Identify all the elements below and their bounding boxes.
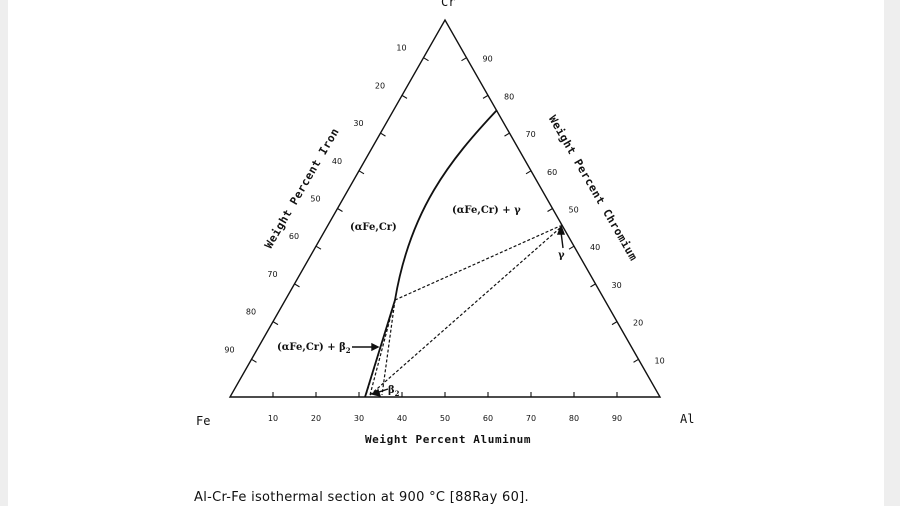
- tie-lines: [365, 225, 561, 396]
- chromium-tick-mark: [504, 132, 510, 137]
- chromium-tick-label: 20: [633, 319, 643, 328]
- chromium-tick-mark: [482, 94, 489, 99]
- iron-tick-label: 90: [224, 345, 234, 354]
- aluminum-tick-label: 80: [569, 414, 579, 423]
- iron-tick-mark: [294, 283, 300, 288]
- axis-title-aluminum: Weight Percent Aluminum: [365, 433, 531, 446]
- phase-label-beta2-main: β: [388, 385, 395, 396]
- aluminum-tick-label: 70: [526, 414, 536, 423]
- iron-tick-label: 20: [375, 81, 385, 90]
- corner-label-al: Al: [680, 412, 694, 426]
- chromium-tick-mark: [547, 208, 553, 212]
- iron-tick-mark: [251, 358, 257, 363]
- iron-tick-mark: [337, 208, 343, 212]
- chromium-tick-label: 70: [526, 130, 536, 139]
- chromium-tick-label: 50: [569, 206, 579, 215]
- tie-line-left-b: [381, 299, 396, 396]
- aluminum-tick-label: 20: [311, 414, 321, 423]
- axis-title-iron: Weight Percent Iron: [262, 126, 342, 251]
- chromium-tick-mark: [611, 321, 618, 326]
- iron-tick-label: 40: [332, 157, 342, 166]
- chromium-tick-label: 80: [504, 92, 514, 101]
- iron-tick-mark: [423, 57, 429, 62]
- phase-label-beta2: β2: [388, 385, 400, 398]
- iron-tick-label: 10: [396, 44, 406, 53]
- phase-label-alpha: (αFe,Cr): [350, 222, 397, 233]
- chromium-tick-label: 30: [612, 281, 622, 290]
- gamma-pointer: [556, 224, 566, 249]
- aluminum-tick-label: 30: [354, 414, 364, 423]
- right-axis-ticks: 90 80 70 60 50 40 30 20 10: [461, 55, 665, 365]
- axis-title-chromium: Weight Percent Chromium: [546, 113, 640, 263]
- left-axis-ticks: 10 20 30 40 50 60 70 80 90: [224, 44, 429, 363]
- iron-tick-label: 60: [289, 232, 299, 241]
- iron-tick-mark: [358, 170, 365, 175]
- aluminum-tick-label: 90: [612, 414, 622, 423]
- chromium-tick-mark: [633, 358, 639, 363]
- phase-label-alpha-beta-main: (αFe,Cr) + β: [277, 342, 346, 353]
- phase-label-gamma: γ: [558, 250, 565, 261]
- aluminum-tick-label: 50: [440, 414, 450, 423]
- iron-tick-label: 50: [310, 195, 320, 204]
- tie-line-lower: [369, 227, 561, 396]
- tie-line-upper: [394, 225, 561, 301]
- iron-tick-mark: [380, 132, 386, 137]
- corner-label-fe: Fe: [196, 414, 210, 428]
- chromium-tick-label: 10: [655, 356, 665, 365]
- chromium-tick-label: 40: [590, 243, 600, 252]
- page-sheet: [8, 0, 884, 506]
- aluminum-tick-label: 60: [483, 414, 493, 423]
- iron-tick-label: 70: [267, 270, 277, 279]
- chromium-tick-label: 90: [483, 55, 493, 64]
- phase-label-beta2-sub: 2: [395, 389, 400, 398]
- chromium-tick-mark: [568, 245, 575, 250]
- phase-label-alpha-beta: (αFe,Cr) + β2: [277, 342, 351, 355]
- phase-label-alpha-beta-sub: 2: [346, 346, 351, 355]
- iron-tick-mark: [315, 245, 322, 250]
- iron-tick-mark: [272, 321, 279, 326]
- chromium-tick-mark: [461, 57, 467, 62]
- bottom-axis-ticks: 10 20 30 40 50 60 70 80 90: [268, 392, 622, 423]
- iron-tick-mark: [401, 94, 408, 99]
- beta2-pointer-bottom: [370, 388, 389, 397]
- aluminum-tick-label: 40: [397, 414, 407, 423]
- iron-tick-label: 30: [353, 119, 363, 128]
- beta2-pointer-left: [352, 342, 380, 352]
- chromium-tick-mark: [525, 170, 532, 175]
- iron-tick-label: 80: [246, 308, 256, 317]
- chromium-tick-mark: [590, 283, 596, 288]
- phase-label-alpha-gamma: (αFe,Cr) + γ: [452, 205, 521, 216]
- chromium-tick-label: 60: [547, 168, 557, 177]
- alpha-phase-boundary: [364, 109, 498, 398]
- aluminum-tick-label: 10: [268, 414, 278, 423]
- corner-label-cr: Cr: [441, 0, 455, 9]
- figure-caption: Al-Cr-Fe isothermal section at 900 °C [8…: [194, 490, 529, 505]
